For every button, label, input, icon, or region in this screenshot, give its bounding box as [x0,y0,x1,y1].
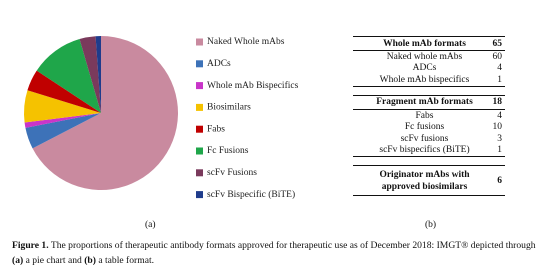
caption-text: The proportions of therapeutic antibody … [50,240,536,251]
legend-label: Biosimilars [207,103,251,113]
row-value: 60 [492,51,503,62]
table-row: scFv fusions 3 [353,133,505,145]
row-value: 1 [497,145,502,156]
pie-slice [27,70,101,113]
header-value: 65 [492,38,503,49]
table-header-row: Originator mAbs with approved biosimilar… [353,166,505,195]
row-value: 4 [497,110,502,121]
caption-text: a pie chart and [25,255,82,266]
row-label: ADCs [412,63,437,74]
table-row: ADCs 4 [353,63,505,75]
row-label: Naked whole mAbs [386,51,463,62]
pie-slice [24,113,102,128]
legend-swatch [196,169,203,177]
table-row: Fabs 4 [353,110,505,122]
legend-label: Whole mAb Bispecifics [207,80,299,91]
pie-slice [79,36,101,114]
legend-swatch [196,103,203,111]
table-row: Naked whole mAbs 60 [353,51,505,63]
table-row: Fc fusions 10 [353,121,505,133]
legend-swatch [196,38,203,46]
header-value: 18 [492,97,503,108]
legend-swatch [196,191,203,199]
row-value: 10 [492,122,503,133]
row-label: Fc fusions [404,122,445,133]
caption-ref: (a) [12,255,24,266]
row-label: Whole mAb bispecifics [379,74,470,85]
row-value: 1 [497,74,502,85]
table-group: Fragment mAb formats 18 Fabs 4 Fc fusions 10 s… [353,94,505,158]
legend-swatch [196,125,203,133]
pie-slice [32,36,178,190]
table-row: Whole mAb bispecifics 1 [353,74,505,86]
pie-slice [36,39,101,114]
row-value: 4 [497,63,502,74]
table-group: Whole mAb formats 65 Naked whole mAbs 60 ADC… [353,36,505,87]
caption-ref: (b) [84,255,96,266]
row-value: 3 [497,133,502,144]
row-label: scFv fusions [400,133,449,144]
pie-slice [95,36,101,113]
legend-label: scFv Bispecific (BiTE) [207,189,295,200]
header-cell: Originator mAbs with approved biosimilar… [379,169,470,192]
legend-swatch [196,60,203,68]
legend-label: Naked Whole mAbs [207,37,285,47]
legend-label: scFv Fusions [207,168,257,178]
table-row: scFv bispecifics (BiTE) 1 [353,145,505,157]
caption-text: a table format. [98,255,155,266]
header-cell: Fragment mAb formats [376,97,473,108]
caption: Figure 1. The proportions of therapeutic… [12,238,542,268]
row-label: scFv bispecifics (BiTE) [379,145,470,156]
pie-chart: Naked Whole mAbs ADCs Whole mAb Bispecific… [24,36,299,200]
legend-swatch [196,82,203,90]
pie-slice [25,113,101,149]
legend-label: ADCs [207,59,231,69]
panel-label: (a) [145,220,156,230]
format-table: Whole mAb formats 65 Naked whole mAbs 60 ADC… [353,36,505,204]
legend-label: Fc Fusions [207,146,249,156]
legend-label: Fabs [207,124,225,134]
panel-label: (b) [425,220,437,230]
header-cell: Whole mAb formats [383,38,466,49]
pie-slice [24,90,101,123]
table-header-row: Whole mAb formats 65 [353,37,505,51]
figure-number: Figure 1. [12,240,49,251]
table-header-row: Fragment mAb formats 18 [353,96,505,110]
row-label: Fabs [415,110,434,121]
table-group: Originator mAbs with approved biosimilar… [353,165,505,197]
header-value: 6 [497,175,502,186]
legend-swatch [196,147,203,155]
